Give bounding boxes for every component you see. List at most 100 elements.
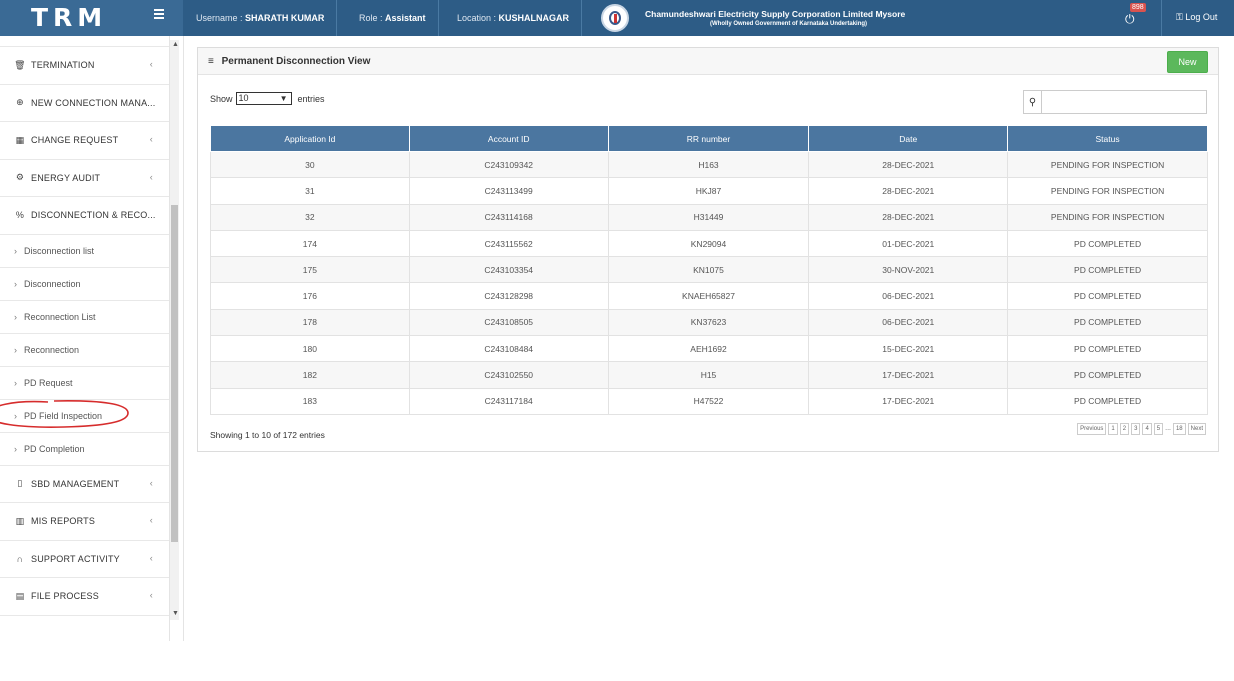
bin-icon: 🗑: [14, 59, 26, 70]
subitem-disconnection-list[interactable]: › Disconnection list: [0, 235, 169, 268]
subitem-reconnection[interactable]: › Reconnection: [0, 334, 169, 367]
subitem-disconnection[interactable]: › Disconnection: [0, 268, 169, 301]
list-icon: ▦: [15, 134, 25, 145]
table-row[interactable]: 176 C243128298 KNAEH65827 06-DEC-2021 PD COM…: [210, 282, 1208, 310]
scroll-up-arrow-icon[interactable]: ▲: [172, 41, 179, 48]
cell-application-id: 32: [210, 203, 410, 231]
subitem-pd-field-inspection[interactable]: › PD Field Inspection: [0, 400, 169, 433]
cell-account-id: C243103354: [408, 256, 609, 284]
sidebar-item-label: DISCONNECTION & RECO...: [31, 210, 156, 221]
username-label: Username :: [196, 13, 243, 23]
pagination-page[interactable]: 3: [1131, 423, 1141, 435]
sidebar-item-support-activity[interactable]: ∩ SUPPORT ACTIVITY ‹: [0, 541, 169, 578]
report-icon: ▥: [15, 515, 25, 526]
organization-title: Chamundeshwari Electricity Supply Corpor…: [645, 9, 906, 19]
scroll-down-arrow-icon[interactable]: ▼: [172, 610, 179, 617]
pagination-page[interactable]: 1: [1108, 423, 1118, 435]
chevron-right-icon: ›: [14, 245, 17, 256]
annotation-circle: [0, 400, 129, 428]
cell-rr-number: H163: [607, 150, 810, 179]
cell-status: PD COMPLETED: [1007, 282, 1208, 310]
pagination-page[interactable]: 4: [1142, 423, 1152, 435]
cell-account-id: C243102550: [408, 361, 609, 389]
sidebar-item-sbd-management[interactable]: ▯ SBD MANAGEMENT ‹: [0, 466, 169, 503]
cell-application-id: 183: [210, 387, 410, 415]
subitem-label: Reconnection List: [24, 311, 96, 322]
disconnection-table: Application Id Account ID RR number Date…: [210, 125, 1208, 415]
file-icon: ▯: [17, 478, 23, 489]
pagination-page[interactable]: 2: [1119, 423, 1130, 435]
username-value: SHARATH KUMAR: [245, 13, 325, 23]
showing-entries-info: Showing 1 to 10 of 172 entries: [210, 430, 325, 440]
cell-account-id: C243109342: [408, 150, 609, 179]
pagination: Previous 1 2 3 4 5 ... 18 Next: [1075, 423, 1206, 435]
menu-icon: ≡: [208, 56, 214, 67]
subitem-pd-request[interactable]: › PD Request: [0, 367, 169, 400]
cell-account-id: C243108505: [408, 308, 609, 337]
sidebar-item-termination[interactable]: 🗑 TERMINATION ‹: [0, 47, 169, 85]
cell-rr-number: AEH1692: [607, 335, 810, 363]
entries-select-value: 10: [238, 93, 249, 103]
sidebar-item-disconnection-reconnection[interactable]: % DISCONNECTION & RECO...: [0, 197, 169, 235]
logout-button[interactable]: ⚿ Log Out: [1176, 12, 1217, 23]
table-row[interactable]: 183 C243117184 H47522 17-DEC-2021 PD COMPLET…: [210, 387, 1208, 415]
role-label: Role :: [359, 13, 383, 23]
table-row[interactable]: 174 C243115562 KN29094 01-DEC-2021 PD COMPLE…: [210, 229, 1208, 258]
cell-date: 15-DEC-2021: [808, 335, 1009, 363]
panel-title-text: Permanent Disconnection View: [221, 56, 371, 67]
entries-label: entries: [297, 93, 325, 104]
chevron-right-icon: ›: [14, 344, 17, 355]
plus-circle-icon: ⊕: [16, 97, 24, 108]
show-label: Show: [210, 93, 233, 104]
notification-power-icon[interactable]: ⏻: [1125, 12, 1135, 26]
cell-rr-number: H47522: [607, 387, 810, 415]
subitem-pd-completion[interactable]: › PD Completion: [0, 433, 169, 466]
column-header-rr-number[interactable]: RR number: [607, 125, 810, 152]
sidebar-item-label: FILE PROCESS: [31, 591, 99, 602]
organization-subtitle: (Wholly Owned Government of Karnataka Un…: [710, 21, 868, 27]
pagination-page-last[interactable]: 18: [1172, 423, 1186, 435]
table-row[interactable]: 30 C243109342 H163 28-DEC-2021 PENDING FOR I…: [210, 150, 1208, 179]
chevron-right-icon: ›: [14, 410, 17, 421]
table-row[interactable]: 175 C243103354 KN1075 30-NOV-2021 PD COMPLET…: [210, 256, 1208, 284]
scrollbar-thumb[interactable]: [171, 205, 178, 542]
entries-select[interactable]: 10 ▼: [235, 92, 292, 105]
column-header-status[interactable]: Status: [1007, 125, 1208, 152]
chevron-left-icon: ‹: [149, 590, 153, 600]
column-header-date[interactable]: Date: [808, 125, 1009, 152]
table-row[interactable]: 182 C243102550 H15 17-DEC-2021 PD COMPLETED: [210, 361, 1208, 389]
column-header-application-id[interactable]: Application Id: [210, 125, 410, 152]
cell-status: PD COMPLETED: [1007, 308, 1208, 337]
new-button[interactable]: New: [1167, 51, 1208, 73]
pagination-page[interactable]: 5: [1153, 423, 1164, 435]
cell-date: 17-DEC-2021: [808, 361, 1009, 389]
column-header-account-id[interactable]: Account ID: [408, 125, 609, 152]
table-body: 30 C243109342 H163 28-DEC-2021 PENDING FOR I…: [210, 150, 1208, 415]
sidebar-item-energy-audit[interactable]: ⚙ ENERGY AUDIT ‹: [0, 160, 169, 197]
sidebar-item-new-connection[interactable]: ⊕ NEW CONNECTION MANA...: [0, 85, 169, 122]
search-input[interactable]: [1043, 91, 1203, 113]
sidebar-item-change-request[interactable]: ▦ CHANGE REQUEST ‹: [0, 122, 169, 160]
table-row[interactable]: 31 C243113499 HKJ87 28-DEC-2021 PENDING FOR …: [210, 177, 1208, 205]
pagination-next[interactable]: Next: [1187, 423, 1206, 435]
sidebar-item-file-process[interactable]: ▤ FILE PROCESS ‹: [0, 578, 169, 616]
panel-header: ≡ Permanent Disconnection View New: [198, 48, 1218, 75]
chevron-left-icon: ‹: [149, 477, 153, 488]
table-row[interactable]: 32 C243114168 H31449 28-DEC-2021 PENDING FOR…: [210, 203, 1208, 231]
cell-date: 28-DEC-2021: [808, 203, 1009, 231]
cell-application-id: 30: [210, 150, 410, 179]
headset-icon: ∩: [16, 553, 24, 564]
hamburger-menu-icon[interactable]: [154, 9, 164, 21]
subitem-reconnection-list[interactable]: › Reconnection List: [0, 301, 169, 334]
sidebar-item-mis-reports[interactable]: ▥ MIS REPORTS ‹: [0, 503, 169, 541]
chevron-right-icon: ›: [14, 311, 17, 322]
pagination-previous[interactable]: Previous: [1077, 423, 1107, 435]
search-box: ⚲: [1023, 90, 1207, 114]
cell-application-id: 174: [210, 229, 410, 258]
table-row[interactable]: 180 C243108484 AEH1692 15-DEC-2021 PD COMPLE…: [210, 335, 1208, 363]
sidebar-item-label: CHANGE REQUEST: [31, 135, 119, 146]
table-row[interactable]: 178 C243108505 KN37623 06-DEC-2021 PD COMPLE…: [210, 308, 1208, 337]
chevron-left-icon: ‹: [149, 515, 153, 525]
cell-rr-number: KNAEH65827: [607, 282, 810, 310]
sidebar-item-label: NEW CONNECTION MANA...: [31, 97, 156, 108]
